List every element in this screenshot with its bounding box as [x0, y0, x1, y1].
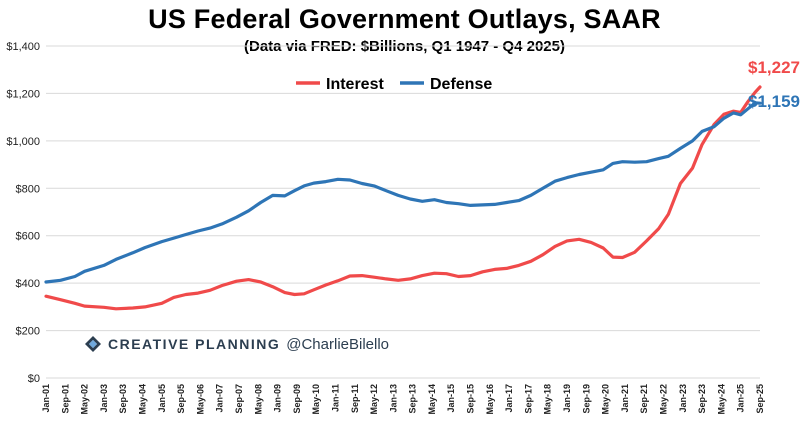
x-tick-label: Jan-01 [41, 384, 51, 413]
x-tick-label: Sep-23 [697, 384, 707, 414]
x-tick-label: May-18 [543, 384, 553, 415]
y-tick-label: $0 [28, 373, 40, 385]
x-tick-label: May-02 [80, 384, 90, 415]
series-line-interest [44, 85, 762, 311]
x-tick-label: Sep-09 [292, 384, 302, 414]
x-axis-ticks: Jan-01 Sep-01 May-02 Jan-03 Sep-03 May-04 Jan-… [41, 384, 765, 415]
x-tick-label: Jan-11 [330, 384, 340, 412]
x-tick-label: May-04 [137, 384, 147, 415]
x-tick-label: Jan-17 [504, 384, 514, 413]
x-tick-label: May-20 [601, 384, 611, 415]
legend-label-defense: Defense [430, 76, 492, 93]
y-tick-label: $400 [16, 278, 40, 290]
x-tick-label: May-16 [485, 384, 495, 415]
x-tick-label: Jan-25 [736, 384, 746, 413]
x-tick-label: Sep-17 [523, 384, 533, 414]
x-tick-label: May-24 [716, 384, 726, 415]
creative-planning-mark-icon [85, 336, 101, 352]
x-tick-label: May-14 [427, 384, 437, 415]
x-tick-label: Sep-07 [234, 384, 244, 414]
x-tick-label: Jan-05 [157, 384, 167, 413]
y-axis-ticks: $0 $200 $400 $600 $800 $1,000 $1,200 $1,400 [6, 41, 40, 385]
x-tick-label: Sep-19 [581, 384, 591, 414]
chart-title: US Federal Government Outlays, SAAR [148, 4, 661, 34]
series-line-defense [44, 101, 762, 284]
x-tick-label: Sep-13 [408, 384, 418, 414]
x-tick-label: May-10 [311, 384, 321, 415]
creative-planning-logo: CREATIVE PLANNING @CharlieBilello [84, 335, 389, 353]
gridlines [46, 45, 760, 379]
x-tick-label: Sep-21 [639, 384, 649, 414]
legend-label-interest: Interest [326, 76, 384, 93]
x-tick-label: Jan-09 [273, 384, 283, 413]
y-tick-label: $1,000 [6, 136, 40, 148]
x-tick-label: Sep-11 [350, 384, 360, 413]
end-labels: $1,227 $1,159 [748, 58, 800, 111]
x-tick-label: Jan-03 [99, 384, 109, 413]
x-tick-label: Jan-07 [215, 384, 225, 413]
end-label-interest: $1,227 [748, 58, 800, 77]
y-tick-label: $600 [16, 231, 40, 243]
x-tick-label: Jan-15 [446, 384, 456, 413]
x-tick-label: Sep-05 [176, 384, 186, 414]
x-tick-label: May-06 [195, 384, 205, 415]
legend: Interest Defense [296, 76, 492, 93]
x-tick-label: Sep-03 [118, 384, 128, 414]
x-tick-label: Jan-19 [562, 384, 572, 413]
author-handle: @CharlieBilello [286, 335, 390, 353]
x-tick-label: Sep-15 [466, 384, 476, 414]
x-tick-label: Jan-23 [678, 384, 688, 413]
x-tick-label: Jan-13 [388, 384, 398, 413]
x-tick-label: May-22 [659, 384, 669, 415]
x-tick-label: Sep-01 [60, 384, 70, 414]
series-lines [44, 85, 762, 311]
y-tick-label: $1,400 [6, 41, 40, 53]
logo-text: CREATIVE PLANNING [108, 336, 281, 352]
y-tick-label: $800 [16, 183, 40, 195]
x-tick-label: Sep-25 [755, 384, 765, 414]
x-tick-label: May-12 [369, 384, 379, 415]
y-tick-label: $1,200 [6, 88, 40, 100]
end-label-defense: $1,159 [748, 92, 800, 111]
x-tick-label: May-08 [253, 384, 263, 415]
y-tick-label: $200 [16, 326, 40, 338]
x-tick-label: Jan-21 [620, 384, 630, 413]
